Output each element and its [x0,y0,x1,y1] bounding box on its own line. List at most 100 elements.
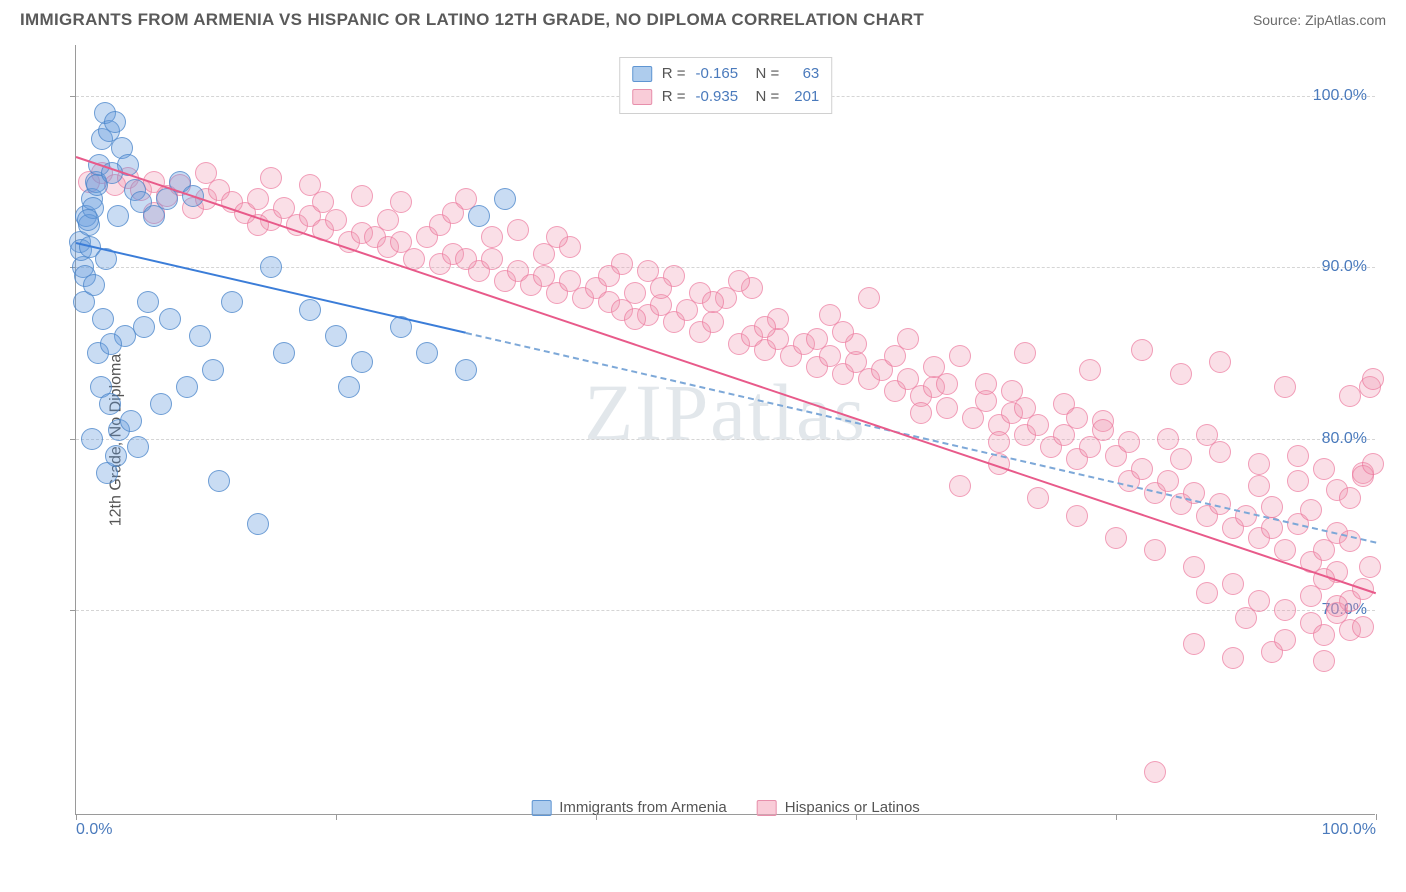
source-label: Source: ZipAtlas.com [1253,12,1386,28]
data-point [159,308,181,330]
data-point [1362,368,1384,390]
y-tick-label: 80.0% [1322,430,1367,448]
chart-title: IMMIGRANTS FROM ARMENIA VS HISPANIC OR L… [20,10,924,30]
data-point [221,291,243,313]
data-point [1066,407,1088,429]
data-point [83,274,105,296]
data-point [1313,650,1335,672]
data-point [1222,647,1244,669]
data-point [832,321,854,343]
data-point [127,436,149,458]
data-point [137,291,159,313]
plot-region: ZIPatlas R = -0.165 N = 63 R = -0.935 N … [75,45,1375,815]
data-point [910,402,932,424]
data-point [176,376,198,398]
data-point [1157,428,1179,450]
data-point [1170,448,1192,470]
data-point [858,287,880,309]
data-point [1183,556,1205,578]
data-point [247,188,269,210]
data-point [351,185,373,207]
legend-row: R = -0.935 N = 201 [632,86,820,109]
data-point [1196,582,1218,604]
data-point [988,431,1010,453]
data-point [104,111,126,133]
legend-row: R = -0.165 N = 63 [632,63,820,86]
data-point [1066,505,1088,527]
data-point [455,248,477,270]
data-point [260,167,282,189]
data-point [1144,761,1166,783]
data-point [1248,453,1270,475]
data-point [507,219,529,241]
data-point [624,308,646,330]
data-point [884,345,906,367]
y-tick-label: 100.0% [1313,87,1367,105]
data-point [1274,376,1296,398]
data-point [1157,470,1179,492]
data-point [299,299,321,321]
gridline [76,439,1375,440]
data-point [120,410,142,432]
data-point [702,291,724,313]
data-point [1092,419,1114,441]
legend-item: Immigrants from Armenia [531,799,727,816]
data-point [1170,363,1192,385]
swatch-pink [632,89,652,105]
header: IMMIGRANTS FROM ARMENIA VS HISPANIC OR L… [0,0,1406,35]
data-point [1287,445,1309,467]
data-point [105,445,127,467]
data-point [325,325,347,347]
data-point [100,333,122,355]
legend-item: Hispanics or Latinos [757,799,920,816]
data-point [624,282,646,304]
data-point [1352,616,1374,638]
data-point [81,428,103,450]
data-point [150,393,172,415]
data-point [260,256,282,278]
data-point [1274,599,1296,621]
data-point [1248,475,1270,497]
data-point [312,191,334,213]
data-point [1313,458,1335,480]
data-point [99,393,121,415]
data-point [546,226,568,248]
data-point [1287,470,1309,492]
data-point [481,226,503,248]
series-legend: Immigrants from Armenia Hispanics or Lat… [531,799,920,816]
swatch-blue [632,66,652,82]
data-point [949,475,971,497]
data-point [702,311,724,333]
data-point [1014,342,1036,364]
data-point [1079,359,1101,381]
data-point [1300,499,1322,521]
data-point [1183,633,1205,655]
data-point [455,359,477,381]
data-point [598,265,620,287]
data-point [416,342,438,364]
data-point [377,209,399,231]
data-point [1014,397,1036,419]
data-point [481,248,503,270]
data-point [208,470,230,492]
x-tick-label: 0.0% [76,821,112,839]
data-point [1300,585,1322,607]
data-point [1313,624,1335,646]
data-point [202,359,224,381]
gridline [76,610,1375,611]
swatch-blue [531,800,551,816]
data-point [1131,458,1153,480]
data-point [107,205,129,227]
data-point [1359,556,1381,578]
data-point [949,345,971,367]
trend-line [466,332,1376,544]
data-point [1105,527,1127,549]
data-point [1326,595,1348,617]
correlation-legend: R = -0.165 N = 63 R = -0.935 N = 201 [619,57,833,114]
data-point [77,209,99,231]
data-point [1339,487,1361,509]
data-point [273,342,295,364]
data-point [1261,496,1283,518]
data-point [468,205,490,227]
data-point [494,188,516,210]
